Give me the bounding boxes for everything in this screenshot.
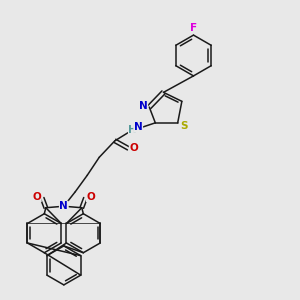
Text: O: O bbox=[129, 143, 138, 153]
Text: O: O bbox=[86, 192, 95, 202]
Text: N: N bbox=[59, 201, 68, 211]
Text: F: F bbox=[190, 22, 197, 33]
Text: N: N bbox=[139, 100, 148, 111]
Text: O: O bbox=[32, 192, 41, 202]
Text: H: H bbox=[128, 125, 137, 135]
Text: S: S bbox=[180, 122, 188, 131]
Text: N: N bbox=[134, 122, 142, 132]
